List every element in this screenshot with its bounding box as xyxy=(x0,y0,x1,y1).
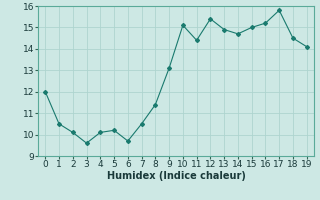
X-axis label: Humidex (Indice chaleur): Humidex (Indice chaleur) xyxy=(107,171,245,181)
